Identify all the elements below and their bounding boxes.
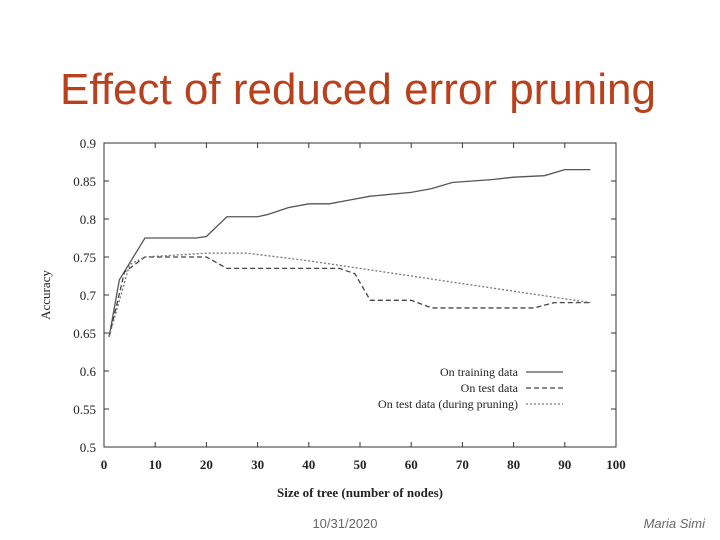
y-axis-label: Accuracy: [38, 270, 53, 320]
y-tick-label: 0.75: [73, 250, 96, 265]
footer-date: 10/31/2020: [312, 516, 377, 531]
legend-label: On training data: [440, 365, 519, 379]
x-tick-label: 0: [101, 457, 108, 472]
y-tick-label: 0.6: [80, 364, 97, 379]
y-tick-label: 0.9: [80, 136, 96, 151]
slide-title: Effect of reduced error pruning: [60, 65, 656, 114]
legend-label: On test data (during pruning): [378, 397, 518, 411]
x-tick-label: 100: [606, 457, 626, 472]
series-line: [108, 168, 591, 337]
x-tick-label: 10: [149, 457, 162, 472]
legend-label: On test data: [461, 381, 519, 395]
y-tick-label: 0.7: [80, 288, 97, 303]
x-tick-label: 50: [354, 457, 367, 472]
y-tick-label: 0.55: [73, 402, 96, 417]
x-tick-label: 70: [456, 457, 469, 472]
x-tick-label: 80: [507, 457, 520, 472]
y-tick-label: 0.8: [80, 212, 96, 227]
x-tick-label: 40: [302, 457, 315, 472]
footer-author: Maria Simi: [644, 516, 707, 531]
x-tick-label: 20: [200, 457, 213, 472]
y-tick-label: 0.65: [73, 326, 96, 341]
series-line: [108, 256, 591, 337]
series-line: [108, 252, 591, 337]
y-tick-label: 0.85: [73, 174, 96, 189]
x-axis-label: Size of tree (number of nodes): [277, 485, 443, 500]
x-tick-label: 30: [251, 457, 264, 472]
x-tick-label: 90: [558, 457, 571, 472]
y-tick-label: 0.5: [80, 440, 96, 455]
x-tick-label: 60: [405, 457, 418, 472]
